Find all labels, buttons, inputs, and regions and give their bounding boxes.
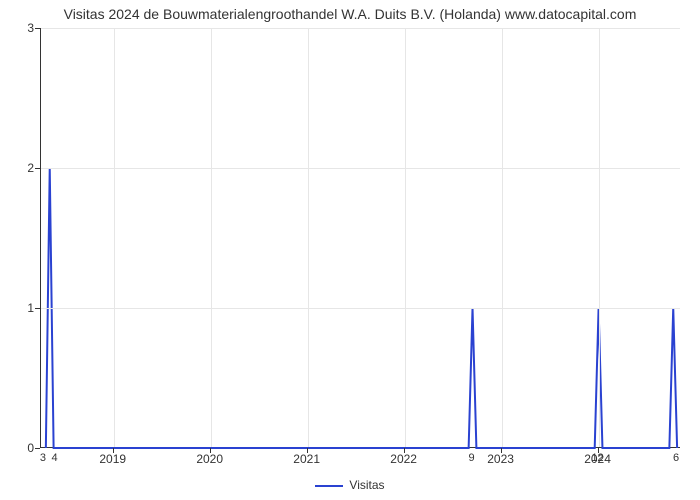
x-tick-mark: [113, 448, 114, 453]
data-point-label: 3: [40, 452, 46, 464]
data-point-label: 4: [51, 452, 57, 464]
series-line: [41, 28, 681, 448]
x-tick-label: 2020: [196, 452, 223, 466]
y-tick-label: 0: [18, 441, 34, 455]
x-tick-mark: [501, 448, 502, 453]
chart-title: Visitas 2024 de Bouwmaterialengroothande…: [0, 6, 700, 22]
legend: Visitas: [0, 478, 700, 492]
x-tick-mark: [307, 448, 308, 453]
y-tick-mark: [35, 28, 40, 29]
y-tick-label: 3: [18, 21, 34, 35]
gridline-v: [405, 28, 406, 447]
data-point-label: 6: [673, 452, 679, 464]
y-tick-label: 2: [18, 161, 34, 175]
gridline-h: [41, 308, 680, 309]
data-point-label: 9: [468, 452, 474, 464]
x-tick-label: 2021: [293, 452, 320, 466]
y-tick-label: 1: [18, 301, 34, 315]
plot-area: [40, 28, 680, 448]
x-tick-label: 2022: [390, 452, 417, 466]
y-tick-mark: [35, 308, 40, 309]
y-tick-mark: [35, 168, 40, 169]
gridline-v: [308, 28, 309, 447]
legend-swatch: [315, 485, 343, 487]
legend-label: Visitas: [349, 478, 384, 492]
gridline-h: [41, 28, 680, 29]
gridline-v: [114, 28, 115, 447]
x-tick-mark: [210, 448, 211, 453]
data-point-label: 12: [591, 452, 603, 464]
x-tick-label: 2019: [99, 452, 126, 466]
chart-container: Visitas 2024 de Bouwmaterialengroothande…: [0, 0, 700, 500]
gridline-h: [41, 168, 680, 169]
y-tick-mark: [35, 448, 40, 449]
gridline-v: [502, 28, 503, 447]
gridline-v: [211, 28, 212, 447]
x-tick-label: 2023: [487, 452, 514, 466]
x-tick-mark: [404, 448, 405, 453]
gridline-v: [599, 28, 600, 447]
